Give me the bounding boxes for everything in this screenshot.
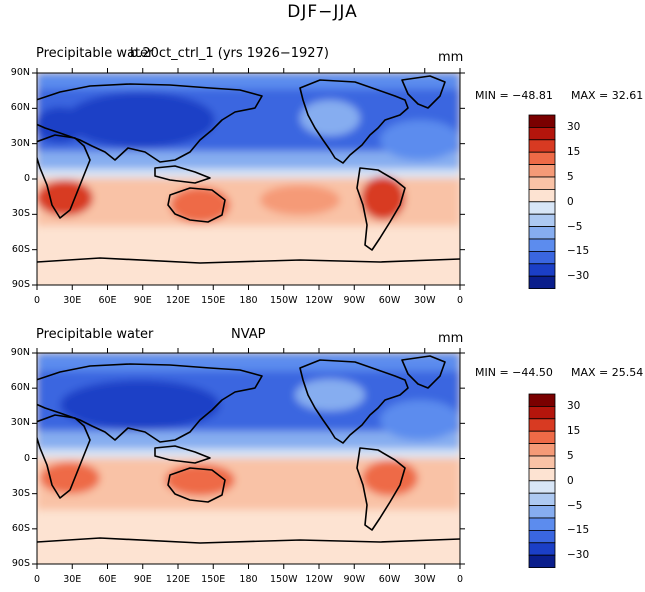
panel1-min-label: MIN = −48.81 [475,89,553,102]
panel2-map [37,353,460,564]
panel1-colorbar-swatch [528,226,556,240]
panel1-variable-label: Precipitable water [36,46,154,61]
panel1-colorbar-label: 30 [567,121,581,134]
panel1-x-tick-label: 30W [414,295,436,306]
panel1-y-tick-label: 60N [10,102,30,114]
main-title: DJF−JJA [287,2,358,22]
panel1-x-tick-label: 30E [63,295,82,306]
panel2-x-tick-label: 180 [239,574,258,585]
panel2-x-tick-label: 90E [133,574,152,585]
panel1-colorbar-swatch [528,164,556,178]
panel2-colorbar-swatch [528,443,556,457]
panel1-x-tick-label: 120E [165,295,191,306]
panel2-colorbar-label: 15 [567,425,581,438]
panel2-colorbar-swatch [528,418,556,432]
panel1-colorbar-swatch [528,238,556,252]
panel2-x-tick-label: 0 [33,574,41,585]
panel1-colorbar-label: −5 [567,220,583,233]
panel2-colorbar-label: −15 [567,524,590,537]
panel1-y-tick-label: 0 [23,173,30,184]
panel1-y-tick-label: 30S [11,208,30,220]
panel2-colorbar-label: −5 [567,499,583,512]
panel1-x-tick-label: 90W [343,295,365,306]
panel2-y-tick-label: 0 [23,452,30,464]
panel1-y-tick-label: 90S [11,279,30,290]
panel2-source-label: NVAP [231,327,266,342]
panel2-colorbar-swatch [528,455,556,469]
panel2-max-label: MAX = 25.54 [571,366,644,379]
panel1-y-tick-label: 30N [10,137,30,149]
panel2-colorbar-label: 30 [567,400,581,413]
panel1-x-tick-label: 0 [456,295,464,306]
panel1-x-tick-label: 60W [378,295,401,306]
panel1-x-tick-label: 180 [239,295,258,306]
panel1-map [37,73,460,285]
panel2-colorbar-label: −30 [567,549,590,562]
panel2-min-label: MIN = −44.50 [475,366,553,379]
panel2-x-tick-label: 150E [201,574,226,585]
panel2-colorbar-swatch [528,467,556,482]
panel2-colorbar-label: 0 [567,474,574,487]
panel1-x-tick-label: 90E [133,295,152,306]
panel1-colorbar-swatch [528,139,556,153]
panel2-colorbar-swatch [528,492,556,507]
panel2-colorbar-swatch [528,505,556,519]
panel2-x-tick-label: 90W [343,574,365,585]
panel2-units-label: mm [438,331,464,346]
panel1-colorbar-label: −15 [567,245,590,258]
panel1-x-tick-label: 150W [269,295,298,306]
panel1-colorbar-swatch [528,201,556,215]
panel1-colorbar-label: 0 [567,195,574,208]
panel2-x-tick-label: 150W [269,574,298,585]
panel2-y-tick-label: 30S [11,487,30,499]
panel2-y-tick-label: 30N [10,417,30,429]
axis-ticks [32,68,465,569]
panel1-colorbar-swatch [528,127,556,141]
panel2-y-tick-label: 90N [10,347,30,358]
panel1-y-tick-label: 60S [11,243,30,255]
panel1-source-label: b.20ct_ctrl_1 (yrs 1926−1927) [130,46,329,61]
panel1-max-label: MAX = 32.61 [571,89,644,102]
panel2-colorbar-swatch [528,405,556,420]
panel2-x-tick-label: 120E [165,574,191,585]
panel1-x-tick-label: 120W [305,295,333,306]
panel2-y-tick-label: 60S [11,522,30,534]
panel2-x-tick-label: 60E [98,574,117,585]
panel2-colorbar-swatch [528,517,556,531]
panel1-colorbar-label: −30 [567,270,590,283]
panel2-x-tick-label: 60W [378,574,401,585]
panel1-colorbar [528,114,556,290]
panel1-units-label: mm [438,50,464,65]
panel2-y-tick-label: 60N [10,382,30,394]
panel2-colorbar-swatch [528,542,556,556]
panel1-y-tick-label: 90N [10,67,30,78]
panel1-colorbar-swatch [528,114,556,128]
panel1-colorbar-swatch [528,275,556,290]
panel1-colorbar-swatch [528,151,556,165]
panel1-colorbar-label: 15 [567,146,581,159]
panel2-x-tick-label: 30E [63,574,82,585]
panel2-variable-label: Precipitable water [36,327,154,342]
panel2-colorbar-swatch [528,430,556,445]
panel2-y-tick-label: 90S [11,558,30,569]
panel1-colorbar-swatch [528,176,556,190]
panel2-colorbar-swatch [528,480,556,494]
panel2-x-tick-label: 30W [414,574,436,585]
panel2-x-tick-label: 120W [305,574,333,585]
panel2-x-tick-label: 0 [456,574,464,585]
panel1-colorbar-swatch [528,250,556,265]
panel2-colorbar-swatch [528,554,556,569]
panel1-x-tick-label: 0 [33,295,41,306]
panel1-colorbar-swatch [528,188,556,203]
panel2-colorbar-swatch [528,393,556,407]
panel1-colorbar-swatch [528,263,556,277]
panel2-colorbar [528,393,556,569]
panel2-colorbar-label: 5 [567,450,574,462]
panel1-x-tick-label: 60E [98,295,117,306]
panel1-colorbar-label: 5 [567,171,574,183]
panel1-colorbar-swatch [528,213,556,227]
panel1-x-tick-label: 150E [201,295,226,306]
panel2-colorbar-swatch [528,530,556,544]
